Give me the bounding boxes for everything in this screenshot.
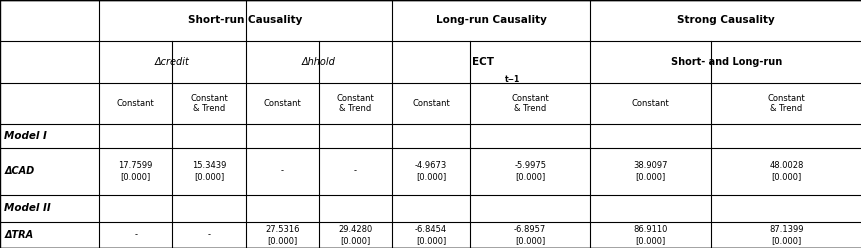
Text: Constant
& Trend: Constant & Trend (511, 94, 548, 113)
Text: ΔCAD: ΔCAD (4, 166, 34, 176)
Text: -: - (354, 167, 356, 176)
Text: 48.0028
[0.000]: 48.0028 [0.000] (769, 161, 802, 181)
Text: Constant: Constant (412, 99, 449, 108)
Text: t−1: t−1 (505, 75, 520, 84)
Text: -6.8957
[0.000]: -6.8957 [0.000] (513, 225, 546, 245)
Text: -: - (208, 230, 210, 240)
Text: Constant
& Trend: Constant & Trend (337, 94, 374, 113)
Text: Constant: Constant (263, 99, 300, 108)
Text: ΔTRA: ΔTRA (4, 230, 34, 240)
Text: -: - (134, 230, 137, 240)
Text: Δhhold: Δhhold (301, 57, 336, 67)
Text: Constant
& Trend: Constant & Trend (190, 94, 227, 113)
Text: 86.9110
[0.000]: 86.9110 [0.000] (633, 225, 667, 245)
Text: 29.4280
[0.000]: 29.4280 [0.000] (338, 225, 372, 245)
Text: 38.9097
[0.000]: 38.9097 [0.000] (633, 161, 667, 181)
Text: Constant
& Trend: Constant & Trend (767, 94, 804, 113)
Text: Short-run Causality: Short-run Causality (189, 15, 302, 26)
Text: Long-run Causality: Long-run Causality (436, 15, 546, 26)
Text: -6.8454
[0.000]: -6.8454 [0.000] (414, 225, 447, 245)
Text: -5.9975
[0.000]: -5.9975 [0.000] (513, 161, 546, 181)
Text: Model II: Model II (4, 203, 51, 213)
Text: ECT: ECT (471, 57, 493, 67)
Text: Short- and Long-run: Short- and Long-run (670, 57, 781, 67)
Text: 17.7599
[0.000]: 17.7599 [0.000] (119, 161, 152, 181)
Text: -4.9673
[0.000]: -4.9673 [0.000] (414, 161, 447, 181)
Text: Strong Causality: Strong Causality (677, 15, 774, 26)
Text: 87.1399
[0.000]: 87.1399 [0.000] (768, 225, 803, 245)
Text: -: - (281, 167, 283, 176)
Text: Constant: Constant (117, 99, 154, 108)
Text: 27.5316
[0.000]: 27.5316 [0.000] (264, 225, 300, 245)
Text: 15.3439
[0.000]: 15.3439 [0.000] (192, 161, 226, 181)
Text: Δcredit: Δcredit (155, 57, 189, 67)
Text: Constant: Constant (631, 99, 669, 108)
Text: Model I: Model I (4, 131, 47, 141)
